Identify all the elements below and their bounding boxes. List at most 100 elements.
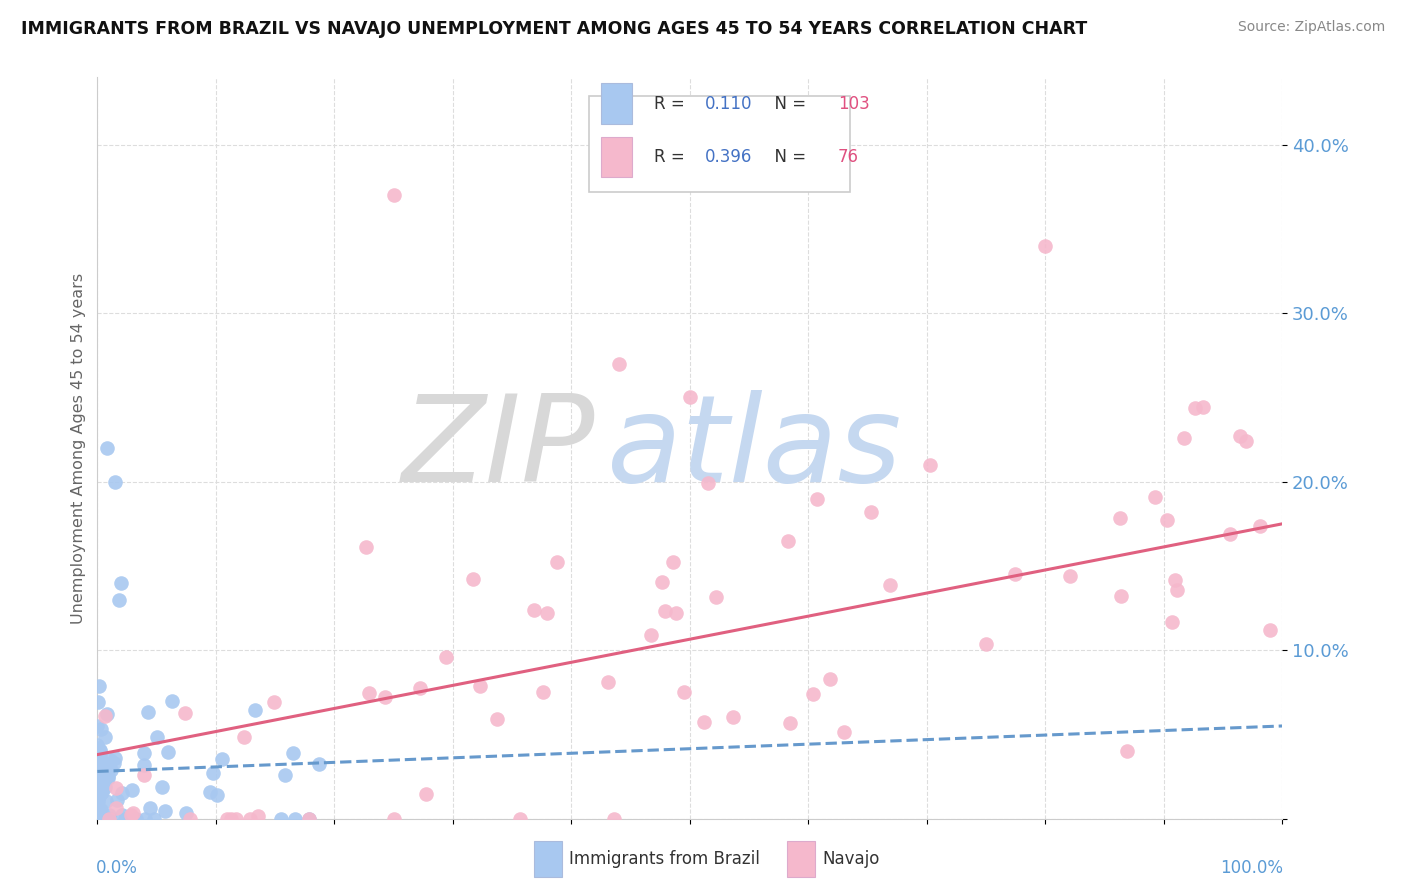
Point xyxy=(142,812,165,826)
Point xyxy=(1192,400,1215,414)
Point xyxy=(704,591,727,605)
Point xyxy=(89,787,111,801)
Point xyxy=(233,730,256,744)
Point xyxy=(87,761,110,775)
Point xyxy=(90,812,112,826)
Point xyxy=(679,391,702,405)
Point xyxy=(139,801,162,815)
Point xyxy=(1219,526,1241,541)
Point xyxy=(86,777,108,791)
Point xyxy=(298,812,321,826)
Point xyxy=(801,686,824,700)
Point xyxy=(86,719,108,733)
Point xyxy=(86,794,108,808)
Point xyxy=(87,790,110,805)
Point xyxy=(87,777,110,791)
Point xyxy=(87,812,110,826)
Point xyxy=(132,758,155,772)
Point xyxy=(114,812,136,826)
Point xyxy=(93,812,115,826)
Point xyxy=(672,685,695,699)
Point xyxy=(86,756,108,771)
Point xyxy=(90,722,112,736)
Text: Immigrants from Brazil: Immigrants from Brazil xyxy=(569,850,761,868)
Point xyxy=(87,772,110,787)
Point xyxy=(1156,512,1178,526)
Point xyxy=(86,812,108,826)
Point xyxy=(1164,573,1187,587)
Y-axis label: Unemployment Among Ages 45 to 54 years: Unemployment Among Ages 45 to 54 years xyxy=(72,272,86,624)
Point xyxy=(270,812,292,826)
Point xyxy=(96,707,118,722)
Point xyxy=(90,803,112,817)
Point xyxy=(93,812,115,826)
Point xyxy=(263,695,285,709)
Point xyxy=(93,756,115,771)
Point xyxy=(104,751,127,765)
Point xyxy=(87,774,110,789)
Point xyxy=(86,778,108,792)
Point xyxy=(132,768,155,782)
Point xyxy=(87,812,110,826)
Point xyxy=(94,730,117,744)
Text: 0.0%: 0.0% xyxy=(96,859,138,878)
Point xyxy=(162,694,184,708)
Point xyxy=(87,740,110,755)
Point xyxy=(86,802,108,816)
Text: Source: ZipAtlas.com: Source: ZipAtlas.com xyxy=(1237,20,1385,34)
Point xyxy=(86,812,108,826)
Point xyxy=(125,812,148,826)
Point xyxy=(879,578,901,592)
Point xyxy=(201,766,224,780)
FancyBboxPatch shape xyxy=(600,83,631,124)
Point xyxy=(89,742,111,756)
Point xyxy=(1004,567,1026,582)
Point xyxy=(94,794,117,808)
Point xyxy=(661,555,683,569)
Point xyxy=(382,188,405,202)
Point xyxy=(150,780,173,795)
Point xyxy=(97,812,120,826)
Point xyxy=(283,746,305,760)
Point xyxy=(1249,519,1271,533)
Point xyxy=(274,767,297,781)
Point xyxy=(536,607,558,621)
Point xyxy=(239,812,262,826)
Point xyxy=(486,713,509,727)
Point xyxy=(308,757,330,772)
Point xyxy=(94,708,117,723)
Point xyxy=(200,785,222,799)
Point xyxy=(284,812,307,826)
Point xyxy=(434,649,457,664)
Point xyxy=(806,491,828,506)
Point xyxy=(97,812,120,826)
Point xyxy=(87,744,110,758)
Text: 76: 76 xyxy=(838,148,859,166)
Point xyxy=(89,811,111,825)
Point xyxy=(1109,589,1132,603)
Point xyxy=(723,710,745,724)
Point xyxy=(104,780,127,795)
Point xyxy=(1161,615,1184,629)
Point xyxy=(111,787,134,801)
Point xyxy=(640,628,662,642)
Point xyxy=(87,778,110,792)
Point xyxy=(225,812,247,826)
Point xyxy=(86,788,108,802)
Point xyxy=(1173,431,1195,445)
Point xyxy=(87,812,110,826)
Text: 0.110: 0.110 xyxy=(706,95,752,112)
Point xyxy=(98,808,121,822)
Point xyxy=(100,763,122,777)
Point xyxy=(531,685,554,699)
Point xyxy=(779,715,801,730)
Point xyxy=(818,673,841,687)
Point xyxy=(91,785,114,799)
Text: 0.396: 0.396 xyxy=(706,148,752,166)
Point xyxy=(86,812,108,826)
Point xyxy=(87,679,110,693)
Point xyxy=(357,686,380,700)
Point xyxy=(157,745,180,759)
Point xyxy=(93,770,115,784)
Point xyxy=(86,795,108,809)
